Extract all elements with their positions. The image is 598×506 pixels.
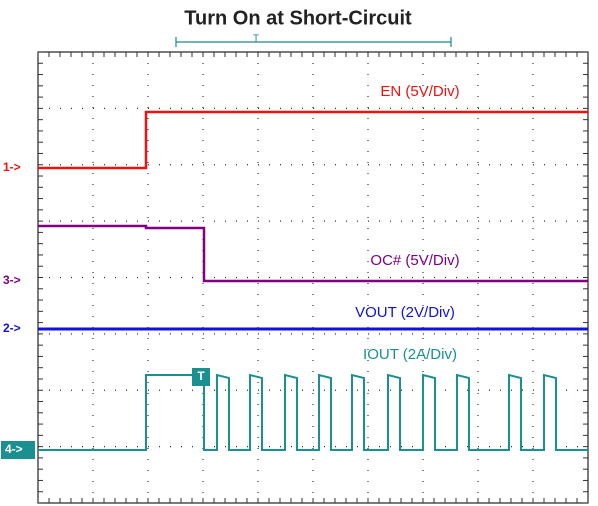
channel-label: VOUT (2V/Div)	[355, 304, 455, 321]
en-trace	[38, 110, 588, 170]
trigger-flag-box	[192, 368, 210, 386]
channel-marker-box	[1, 441, 35, 459]
trigger-flag: T	[197, 369, 205, 383]
trigger-bracket	[175, 37, 452, 47]
channel-label: IOUT (2A/Div)	[363, 346, 457, 363]
channel-marker: 3->	[3, 273, 21, 287]
channel-label: OC# (5V/Div)	[370, 252, 459, 269]
channel-marker: 1->	[3, 160, 21, 174]
title: Turn On at Short-Circuit	[184, 7, 412, 29]
channel-label: EN (5V/Div)	[380, 83, 459, 100]
channel-marker: 2->	[3, 321, 21, 335]
iout-trace	[38, 373, 588, 451]
channel-marker: 4->	[5, 442, 23, 456]
graticule	[37, 51, 589, 504]
trigger-marker: T	[253, 34, 259, 45]
oc-trace	[38, 224, 588, 283]
